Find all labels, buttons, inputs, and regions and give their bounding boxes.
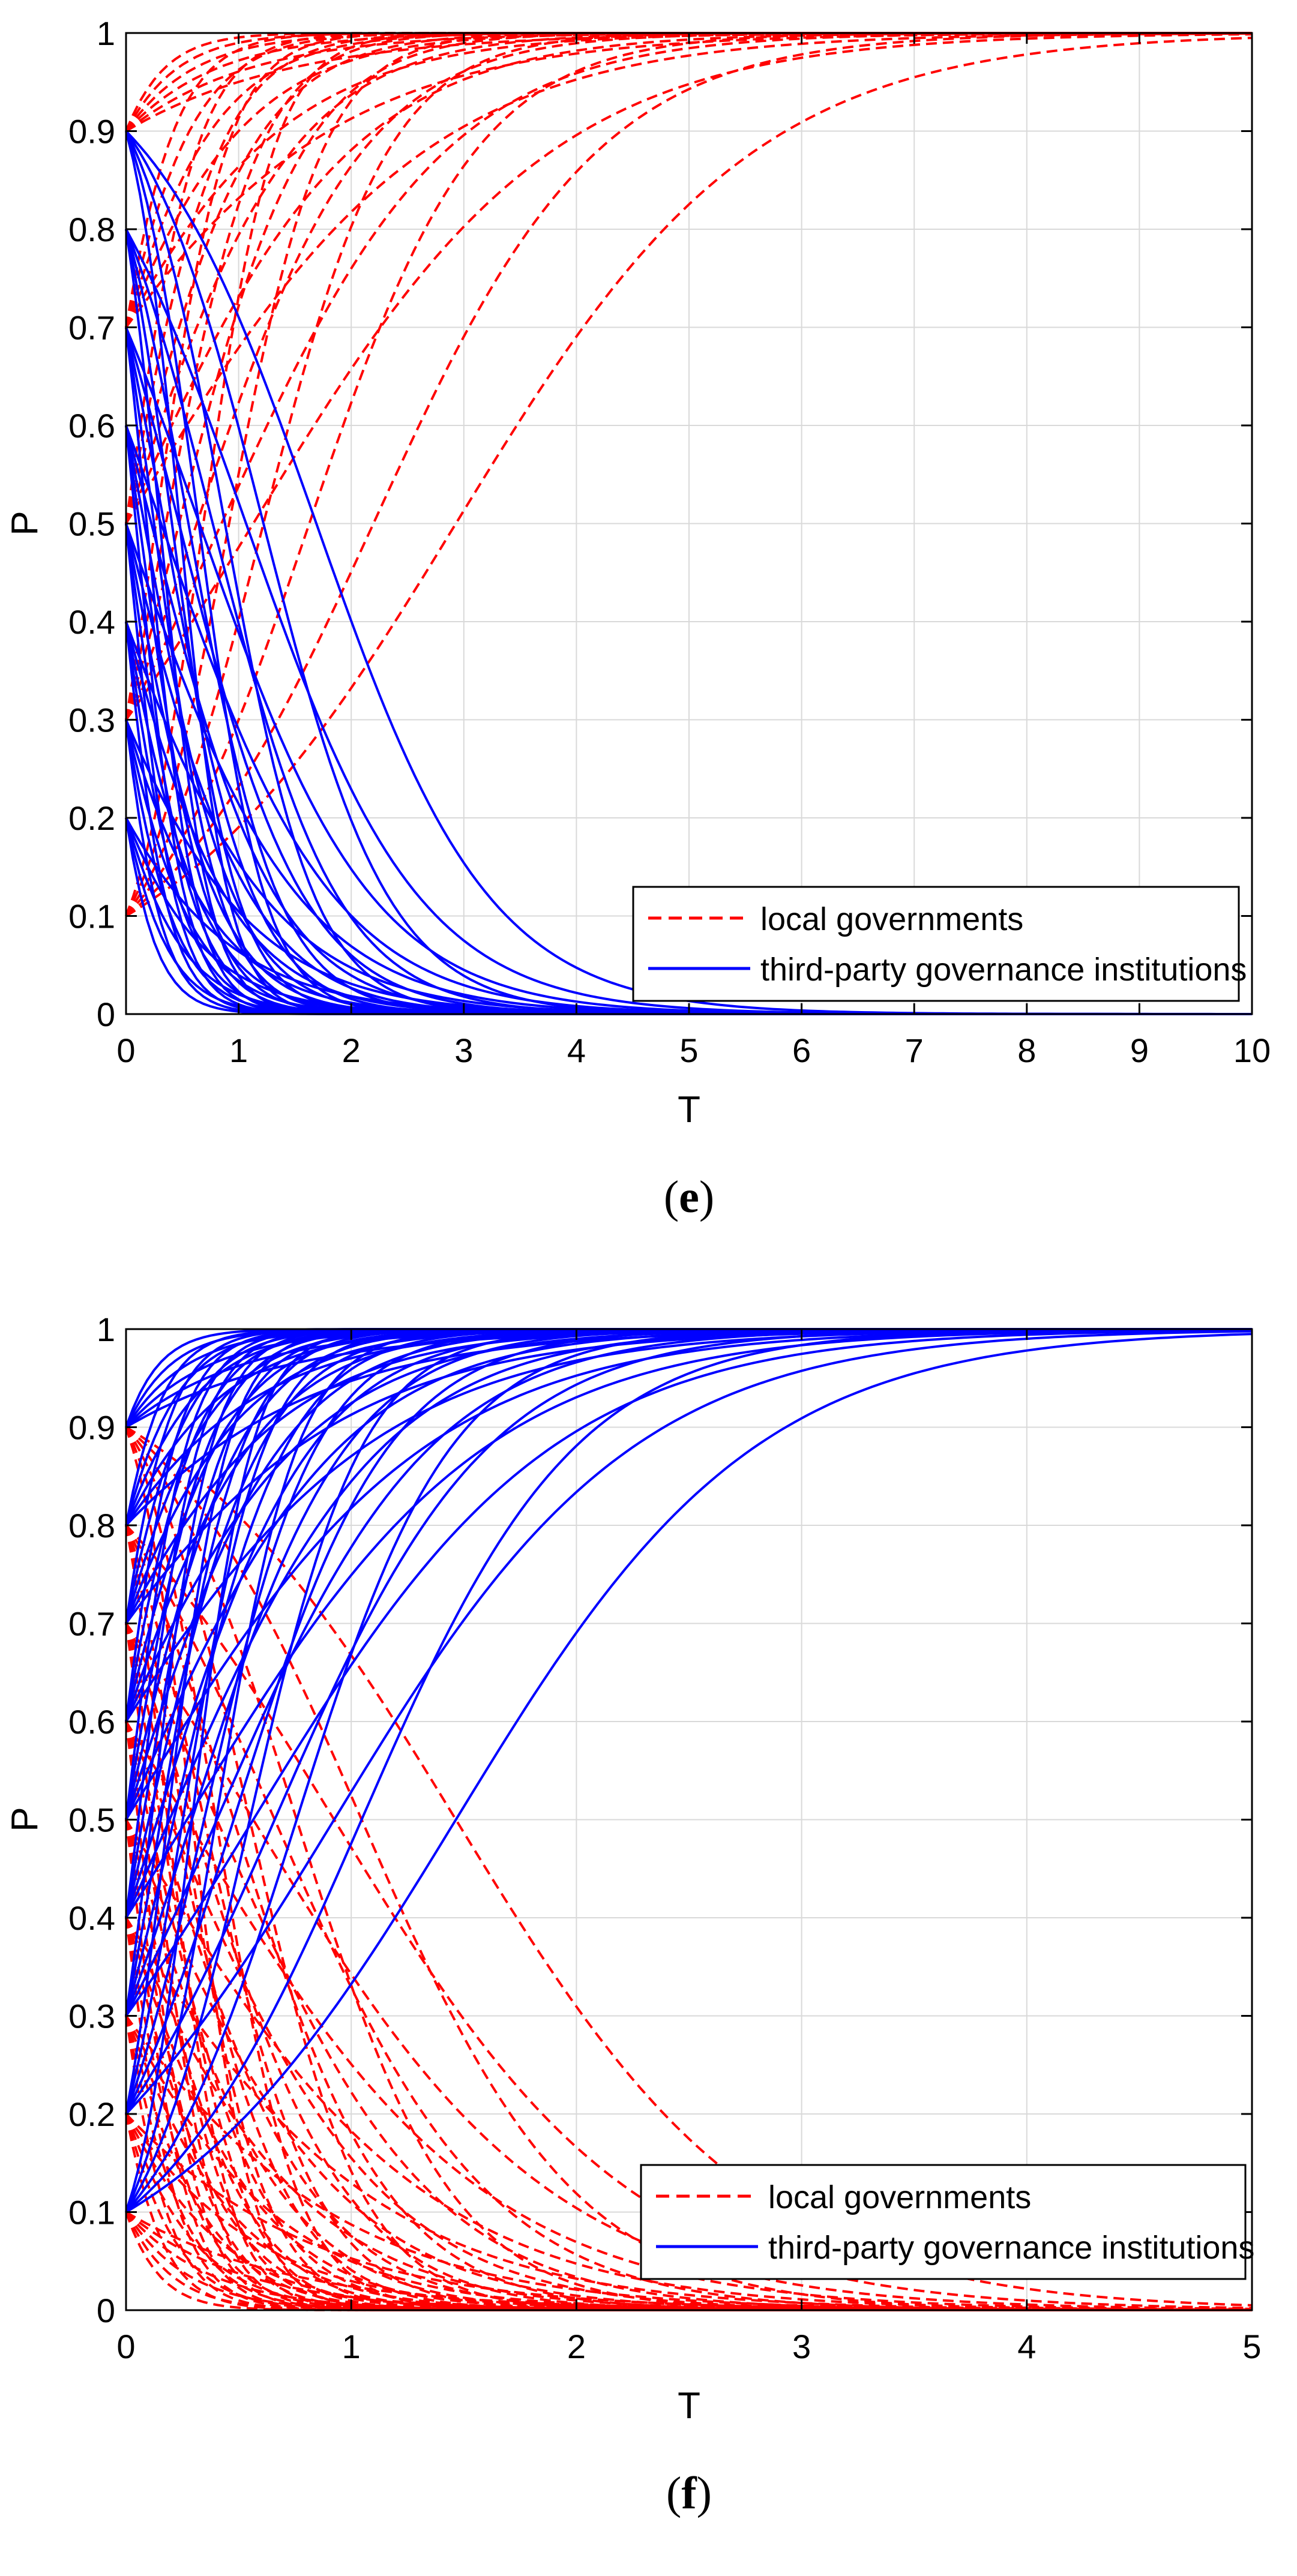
series-line: [125, 32, 1252, 917]
legend-label-third-party: third-party governance institutions: [768, 2230, 1254, 2266]
x-tick-label: 4: [567, 1031, 586, 1069]
legend: local governments third-party governance…: [632, 886, 1247, 1002]
chart-panel-e: 0 1 2 3 4 5 6 7 8 9 10 0 0.1 0.2 0.3 0.4 0.5 0.6 0.7 0.8 0.9…: [4, 14, 1271, 1222]
y-tick-label: 0.5: [68, 505, 115, 543]
x-tick-label: 2: [342, 1031, 361, 1069]
series-line: [125, 1720, 1252, 2311]
legend-box: [632, 886, 1240, 1002]
y-tick-label: 0.6: [68, 407, 115, 445]
chart-panel-f: 0 1 2 3 4 500.10.20.30.40.50.60.70.80.91 P T …: [4, 1311, 1262, 2518]
x-axis-label: T: [678, 1089, 700, 1130]
y-tick-label: 0.1: [68, 898, 115, 935]
y-tick-label: 0.6: [68, 1703, 115, 1741]
x-tick-label: 0: [116, 1031, 135, 1069]
y-tick-label: 0.8: [68, 211, 115, 248]
y-tick-label: 0.3: [68, 1998, 115, 2035]
series-line: [125, 1917, 1252, 2311]
x-tick-label: 8: [1017, 1031, 1036, 1069]
x-tick-label: 5: [1242, 2328, 1261, 2365]
y-tick-label: 1: [97, 14, 115, 52]
x-tick-label: 10: [1233, 1031, 1271, 1069]
legend-label-local-governments: local governments: [760, 901, 1023, 937]
x-tick-label: 7: [905, 1031, 924, 1069]
x-axis-label: T: [678, 2385, 700, 2427]
caption-letter: e: [679, 1172, 699, 1222]
series-line: [125, 1819, 1252, 2311]
caption-close-paren: ): [697, 2468, 712, 2518]
series-line: [125, 32, 1252, 524]
x-tick-label: 3: [792, 2328, 811, 2365]
x-tick-label: 6: [792, 1031, 811, 1069]
series-line: [125, 32, 1252, 917]
caption-close-paren: ): [699, 1172, 714, 1222]
x-tick-label: 4: [1017, 2328, 1036, 2365]
axis-ticks: 0 1 2 3 4 5 0 0.1 0.2 0.3 0.4 0.5 0.6 0.7 0.8 0.9 1: [68, 1311, 1261, 2365]
y-tick-label: 0.4: [68, 1899, 115, 1937]
x-tick-label: 2: [567, 2328, 586, 2365]
y-tick-label: 0.9: [68, 113, 115, 151]
x-tick-label: 5: [679, 1031, 698, 1069]
caption-open-paren: (: [666, 2468, 681, 2518]
y-tick-label: 0.7: [68, 309, 115, 347]
series-line: [125, 37, 1253, 917]
y-tick-label: 0: [97, 2292, 115, 2329]
x-tick-label: 1: [229, 1031, 248, 1069]
series-line: [125, 1623, 1252, 2311]
series-line: [125, 33, 1253, 721]
x-tick-label: 3: [454, 1031, 473, 1069]
y-axis-label: P: [4, 1807, 46, 1831]
y-tick-label: 1: [97, 1311, 115, 1348]
legend-box: [640, 2164, 1247, 2280]
y-tick-label: 0.8: [68, 1507, 115, 1545]
legend: local governments third-party governance…: [640, 2164, 1254, 2280]
y-axis-label: P: [4, 511, 46, 535]
series-line: [125, 1623, 1253, 2310]
y-tick-label: 0.1: [68, 2194, 115, 2232]
y-tick-label: 0: [97, 995, 115, 1033]
panel-caption-e: (e): [664, 1172, 714, 1222]
x-tick-label: 0: [116, 2328, 135, 2365]
y-tick-label: 0.3: [68, 701, 115, 739]
series-line: [125, 1426, 1253, 2307]
legend-label-local-governments: local governments: [768, 2179, 1031, 2215]
caption-open-paren: (: [664, 1172, 679, 1222]
y-tick-label: 0.2: [68, 2095, 115, 2133]
x-tick-label: 9: [1130, 1031, 1149, 1069]
y-tick-label: 0.2: [68, 799, 115, 837]
panel-caption-f: (f): [666, 2468, 712, 2518]
caption-letter: f: [681, 2468, 697, 2518]
series-line: [125, 1333, 1253, 2214]
axis-ticks: 0 1 2 3 4 5 6 7 8 9 10 0 0.1 0.2 0.3 0.4 0.5 0.6 0.7 0.8 0.9…: [68, 14, 1271, 1069]
x-tick-label: 1: [342, 2328, 361, 2365]
series-line: [125, 2211, 1252, 2311]
y-tick-label: 0.5: [68, 1801, 115, 1839]
series-line: [125, 1329, 1253, 2017]
y-tick-label: 0.4: [68, 603, 115, 641]
series-line: [125, 1819, 1252, 2311]
y-tick-label: 0.7: [68, 1605, 115, 1643]
series-line: [125, 1330, 1253, 2115]
y-tick-label: 0.9: [68, 1409, 115, 1447]
legend-label-third-party: third-party governance institutions: [760, 952, 1247, 988]
